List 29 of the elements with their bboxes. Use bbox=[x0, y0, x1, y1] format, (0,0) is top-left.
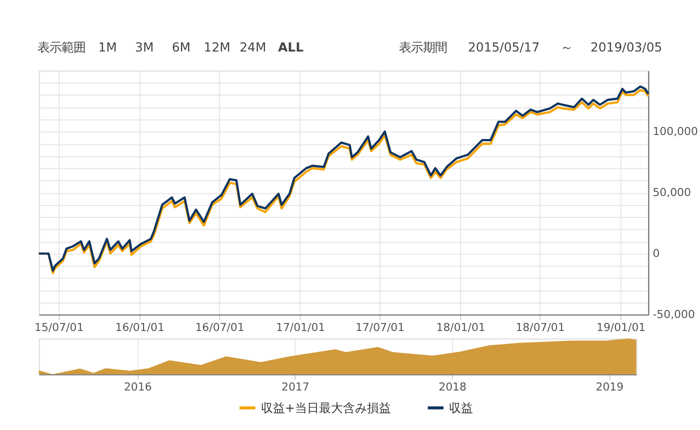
x-tick-label: 17/01/01 bbox=[276, 320, 326, 334]
text: ～ bbox=[560, 40, 573, 55]
x-tick-label: 17/07/01 bbox=[355, 320, 405, 334]
y-tick-label: 100,000 bbox=[652, 125, 698, 138]
legend-label: 収益+当日最大含み損益 bbox=[260, 400, 391, 415]
text: ALL bbox=[278, 40, 304, 55]
y-tick-label: -50,000 bbox=[652, 308, 695, 322]
x-tick-label: 2019 bbox=[596, 380, 624, 394]
x-tick-label: 16/01/01 bbox=[115, 320, 164, 334]
legend-label: 収益 bbox=[449, 400, 474, 415]
y-tick-label: 0 bbox=[652, 247, 660, 260]
x-tick-label: 2017 bbox=[282, 380, 310, 394]
text: 2015/05/17 bbox=[468, 40, 540, 55]
text: 表示範囲 bbox=[38, 40, 86, 55]
x-tick-label: 2016 bbox=[124, 380, 152, 394]
x-tick-label: 16/07/01 bbox=[195, 320, 244, 334]
x-tick-label: 18/07/01 bbox=[516, 320, 565, 334]
text: 12M bbox=[204, 40, 230, 55]
x-tick-label: 18/01/01 bbox=[436, 320, 486, 334]
y-tick-label: 50,000 bbox=[652, 186, 692, 200]
text: 3M bbox=[135, 40, 154, 55]
text: 6M bbox=[172, 40, 191, 55]
text: 24M bbox=[240, 40, 266, 55]
x-tick-label: 19/01/01 bbox=[596, 320, 646, 334]
x-tick-label: 2018 bbox=[438, 380, 466, 394]
text: 1M bbox=[98, 40, 117, 55]
text: 2019/03/05 bbox=[590, 40, 662, 55]
x-tick-label: 15/07/01 bbox=[34, 320, 84, 334]
text: 表示期間 bbox=[399, 40, 448, 55]
